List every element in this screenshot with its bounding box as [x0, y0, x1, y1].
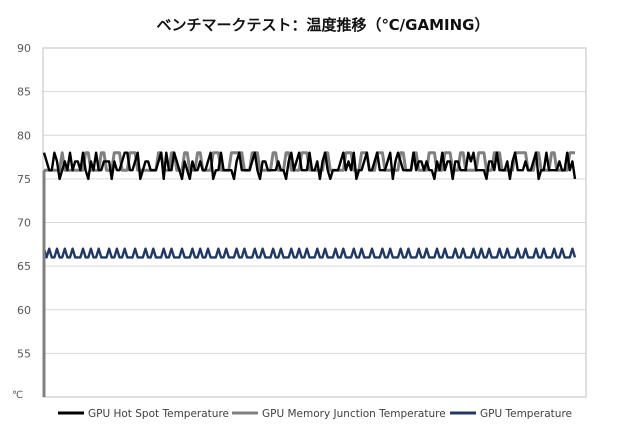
gridlines [43, 91, 586, 354]
y-axis-unit-label: ℃ [12, 390, 23, 401]
legend-label: GPU Temperature [480, 408, 572, 420]
y-tick-label: 80 [17, 129, 31, 142]
y-tick-label: 60 [17, 304, 31, 317]
series-line-gpu-hot-spot-temperature [42, 151, 577, 181]
chart-title: ベンチマークテスト：温度推移（℃/GAMING） [157, 16, 490, 34]
legend-label: GPU Memory Junction Temperature [262, 408, 446, 420]
y-tick-label: 65 [17, 260, 31, 273]
series-lines [42, 151, 577, 397]
y-axis-ticks: 55 60 65 70 75 80 85 90 [17, 42, 31, 360]
y-tick-label: 75 [17, 173, 31, 186]
y-tick-label: 90 [17, 42, 31, 55]
series-line-gpu-memory-junction-temperature [44, 151, 575, 172]
legend-label: GPU Hot Spot Temperature [88, 408, 229, 420]
y-tick-label: 70 [17, 217, 31, 230]
y-tick-label: 85 [17, 86, 31, 99]
legend: GPU Hot Spot Temperature GPU Memory Junct… [58, 408, 572, 420]
y-tick-label: 55 [17, 347, 31, 360]
series-line-gpu-temperature [42, 247, 577, 259]
